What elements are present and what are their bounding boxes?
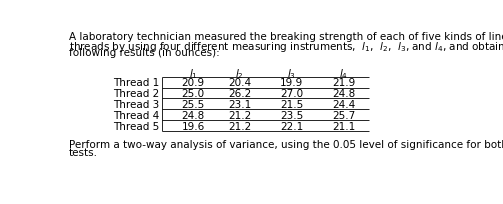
Text: 27.0: 27.0	[280, 89, 303, 99]
Text: 21.9: 21.9	[332, 78, 355, 88]
Text: $l_2$: $l_2$	[235, 68, 244, 81]
Text: $l_1$: $l_1$	[189, 68, 198, 81]
Text: 21.2: 21.2	[228, 111, 251, 121]
Text: 20.9: 20.9	[182, 78, 205, 88]
Text: 19.9: 19.9	[280, 78, 303, 88]
Text: 19.6: 19.6	[182, 122, 205, 132]
Text: 22.1: 22.1	[280, 122, 303, 132]
Text: 21.5: 21.5	[280, 100, 303, 110]
Text: Thread 4: Thread 4	[114, 111, 160, 121]
Text: Thread 3: Thread 3	[114, 100, 160, 110]
Text: Thread 1: Thread 1	[114, 78, 160, 88]
Text: 25.7: 25.7	[332, 111, 355, 121]
Text: 25.0: 25.0	[182, 89, 205, 99]
Text: Thread 2: Thread 2	[114, 89, 160, 99]
Text: 24.8: 24.8	[332, 89, 355, 99]
Text: 20.4: 20.4	[228, 78, 251, 88]
Text: $l_4$: $l_4$	[339, 68, 348, 81]
Text: 25.5: 25.5	[182, 100, 205, 110]
Text: 24.4: 24.4	[332, 100, 355, 110]
Text: Perform a two-way analysis of variance, using the 0.05 level of significance for: Perform a two-way analysis of variance, …	[69, 140, 503, 150]
Text: 21.1: 21.1	[332, 122, 355, 132]
Text: $l_3$: $l_3$	[287, 68, 296, 81]
Text: 21.2: 21.2	[228, 122, 251, 132]
Text: Thread 5: Thread 5	[114, 122, 160, 132]
Text: 23.5: 23.5	[280, 111, 303, 121]
Text: 24.8: 24.8	[182, 111, 205, 121]
Text: threads by using four different measuring instruments,  $l_1$,  $l_2$,  $l_3$, a: threads by using four different measurin…	[69, 40, 503, 54]
Text: tests.: tests.	[69, 148, 98, 158]
Text: 26.2: 26.2	[228, 89, 251, 99]
Text: following results (in ounces):: following results (in ounces):	[69, 48, 220, 58]
Text: A laboratory technician measured the breaking strength of each of five kinds of : A laboratory technician measured the bre…	[69, 32, 503, 42]
Text: 23.1: 23.1	[228, 100, 251, 110]
